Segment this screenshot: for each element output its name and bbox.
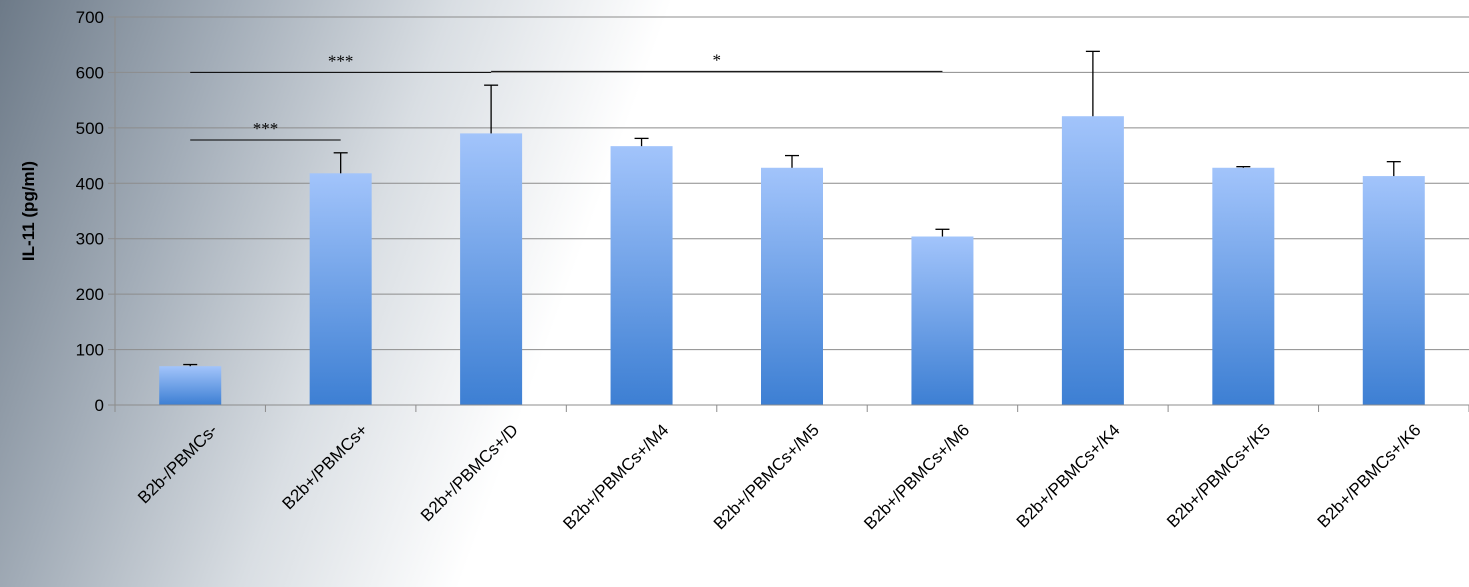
y-tick-label: 600 [76, 63, 104, 82]
x-category-label: B2b+/PBMCs+/K4 [1013, 420, 1124, 531]
x-category-label: B2b+/PBMCs+/M5 [710, 420, 823, 533]
y-axis-title: IL-11 (pg/ml) [19, 161, 38, 261]
bar [610, 146, 673, 406]
x-category-label: B2b+/PBMCs+/K6 [1314, 420, 1425, 531]
y-tick-label: 500 [76, 119, 104, 138]
y-tick-label: 200 [76, 285, 104, 304]
x-category-label: B2b-/PBMCs- [134, 420, 221, 507]
bar [1061, 116, 1124, 406]
significance-brackets: ******* [190, 50, 943, 141]
x-category-label: B2b+/PBMCs+/K5 [1163, 420, 1274, 531]
x-category-label: B2b+/PBMCs+ [279, 420, 372, 513]
significance-label: *** [253, 119, 279, 138]
x-category-label: B2b+/PBMCs+/M4 [559, 420, 672, 533]
bar [309, 173, 372, 405]
y-tick-label: 700 [76, 8, 104, 27]
y-tick-label: 100 [76, 341, 104, 360]
y-tick-label: 300 [76, 230, 104, 249]
significance-label: * [713, 50, 722, 69]
bar [1212, 167, 1275, 405]
bar [761, 167, 823, 405]
y-tick-label: 400 [76, 174, 104, 193]
bar [1362, 176, 1425, 405]
bar [911, 236, 974, 405]
bar [460, 133, 523, 405]
bars [159, 116, 1425, 406]
significance-label: *** [328, 51, 354, 70]
y-tick-label: 0 [95, 396, 104, 415]
error-bars [183, 50, 1401, 367]
x-category-label: B2b+/PBMCs+/M6 [860, 420, 973, 533]
bar [159, 366, 222, 405]
x-category-label: B2b+/PBMCs+/D [417, 420, 522, 525]
